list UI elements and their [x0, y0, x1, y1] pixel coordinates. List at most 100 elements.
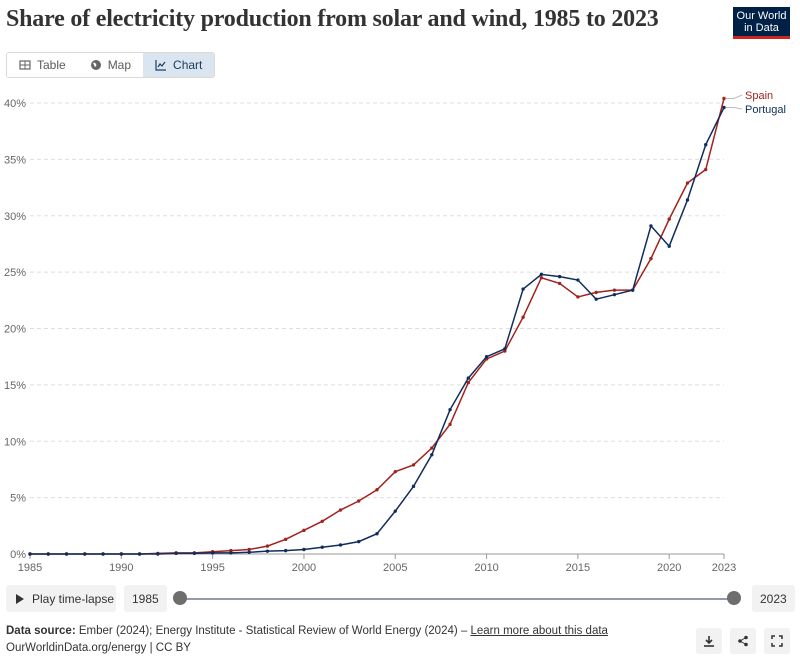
line-chart-icon — [155, 60, 167, 71]
x-tick-label: 2023 — [712, 562, 736, 574]
data-point-spain — [320, 519, 324, 524]
data-point-spain — [375, 488, 379, 492]
x-tick-label: 1985 — [18, 562, 42, 574]
data-point-spain — [594, 290, 598, 295]
logo-line-1: Our World — [736, 10, 787, 22]
tab-chart[interactable]: Chart — [143, 53, 215, 77]
end-year-box[interactable]: 2023 — [752, 585, 795, 612]
data-point-portugal — [174, 551, 178, 556]
data-point-portugal — [46, 552, 50, 556]
data-point-portugal — [28, 552, 32, 556]
footer-url[interactable]: OurWorldinData.org/energy | CC BY — [6, 642, 191, 654]
x-tick-label: 2020 — [657, 562, 681, 574]
x-tick-label: 2015 — [566, 562, 590, 574]
learn-more-link[interactable]: Learn more about this data — [470, 625, 608, 637]
data-point-spain — [539, 276, 544, 280]
data-point-portugal — [539, 272, 544, 277]
fullscreen-button[interactable] — [764, 628, 790, 654]
data-point-portugal — [484, 354, 489, 359]
y-tick-label: 10% — [4, 436, 26, 448]
play-icon — [16, 593, 24, 604]
share-button[interactable] — [730, 628, 756, 654]
x-tick-label: 2010 — [474, 562, 498, 574]
data-point-spain — [357, 499, 361, 503]
tab-map-label: Map — [107, 58, 132, 72]
data-point-spain — [557, 281, 562, 286]
timeline-end-handle[interactable] — [727, 591, 741, 605]
x-tick-label: 2005 — [383, 562, 407, 574]
timeline-start-handle[interactable] — [173, 591, 187, 605]
data-point-portugal — [101, 552, 105, 556]
chart-title: Share of electricity production from sol… — [6, 6, 659, 32]
data-point-portugal — [411, 484, 416, 489]
play-timelapse-button[interactable]: Play time-lapse — [6, 585, 116, 612]
data-point-spain — [704, 167, 708, 172]
data-point-spain — [283, 537, 288, 542]
series-line-portugal — [30, 107, 725, 555]
data-point-portugal — [265, 549, 270, 553]
data-point-portugal — [576, 278, 580, 282]
data-point-spain — [521, 315, 525, 319]
x-tick-label: 2000 — [292, 562, 316, 574]
data-point-spain — [466, 380, 471, 385]
data-point-portugal — [393, 509, 397, 513]
data-point-spain — [338, 508, 343, 512]
globe-icon — [90, 60, 101, 70]
y-tick-label: 15% — [4, 380, 26, 392]
table-icon — [19, 60, 31, 70]
data-point-portugal — [137, 552, 142, 556]
owid-logo[interactable]: Our World in Data — [733, 7, 790, 39]
data-point-portugal — [594, 297, 598, 301]
legend-label-spain: Spain — [745, 90, 773, 102]
data-point-portugal — [612, 292, 617, 297]
data-point-spain — [265, 544, 270, 548]
share-icon — [738, 635, 748, 647]
data-point-portugal — [667, 244, 671, 248]
data-point-spain — [247, 547, 251, 552]
line-chart: 0% 5% 10% 15% 20% 25% 30% 35% 40% 1985 1990 1995 200… — [4, 90, 786, 574]
data-point-spain — [576, 295, 580, 299]
series-line-spain — [30, 98, 725, 555]
data-point-portugal — [685, 198, 690, 202]
data-point-spain — [448, 422, 452, 427]
y-tick-label: 5% — [10, 493, 26, 505]
data-point-portugal — [320, 545, 324, 549]
legend-leader-line — [726, 94, 743, 99]
tab-table[interactable]: Table — [7, 53, 78, 77]
play-label: Play time-lapse — [32, 591, 115, 606]
y-tick-label: 0% — [10, 549, 26, 561]
logo-line-2: in Data — [744, 22, 779, 34]
tab-chart-label: Chart — [173, 58, 203, 72]
data-point-spain — [685, 181, 690, 185]
data-point-portugal — [466, 376, 471, 380]
data-point-portugal — [557, 274, 562, 279]
x-tick-label: 1995 — [200, 562, 224, 574]
data-point-portugal — [210, 551, 215, 555]
data-point-portugal — [521, 287, 525, 291]
data-source: Data source: Ember (2024); Energy Instit… — [6, 625, 608, 637]
data-point-portugal — [430, 453, 434, 457]
start-year-box[interactable]: 1985 — [124, 585, 167, 612]
y-tick-label: 35% — [4, 154, 26, 166]
data-point-spain — [411, 463, 416, 467]
download-button[interactable] — [696, 628, 722, 654]
data-point-portugal — [338, 543, 343, 547]
data-point-portugal — [448, 407, 452, 412]
data-point-portugal — [156, 552, 160, 556]
source-text: Ember (2024); Energy Institute - Statist… — [78, 625, 468, 637]
timeline-track[interactable] — [180, 598, 734, 600]
data-point-portugal — [283, 548, 288, 553]
source-label: Data source: — [6, 625, 76, 637]
data-point-portugal — [704, 143, 708, 147]
tab-map[interactable]: Map — [77, 53, 144, 77]
data-point-portugal — [83, 552, 87, 556]
data-point-portugal — [375, 532, 379, 536]
data-point-portugal — [119, 552, 124, 556]
data-point-spain — [430, 446, 434, 450]
data-point-spain — [393, 469, 397, 474]
y-tick-label: 40% — [4, 98, 26, 110]
view-tabs: Table Map Chart — [6, 52, 216, 78]
legend-label-portugal: Portugal — [745, 104, 786, 116]
y-tick-label: 30% — [4, 211, 26, 223]
data-point-portugal — [302, 547, 306, 552]
